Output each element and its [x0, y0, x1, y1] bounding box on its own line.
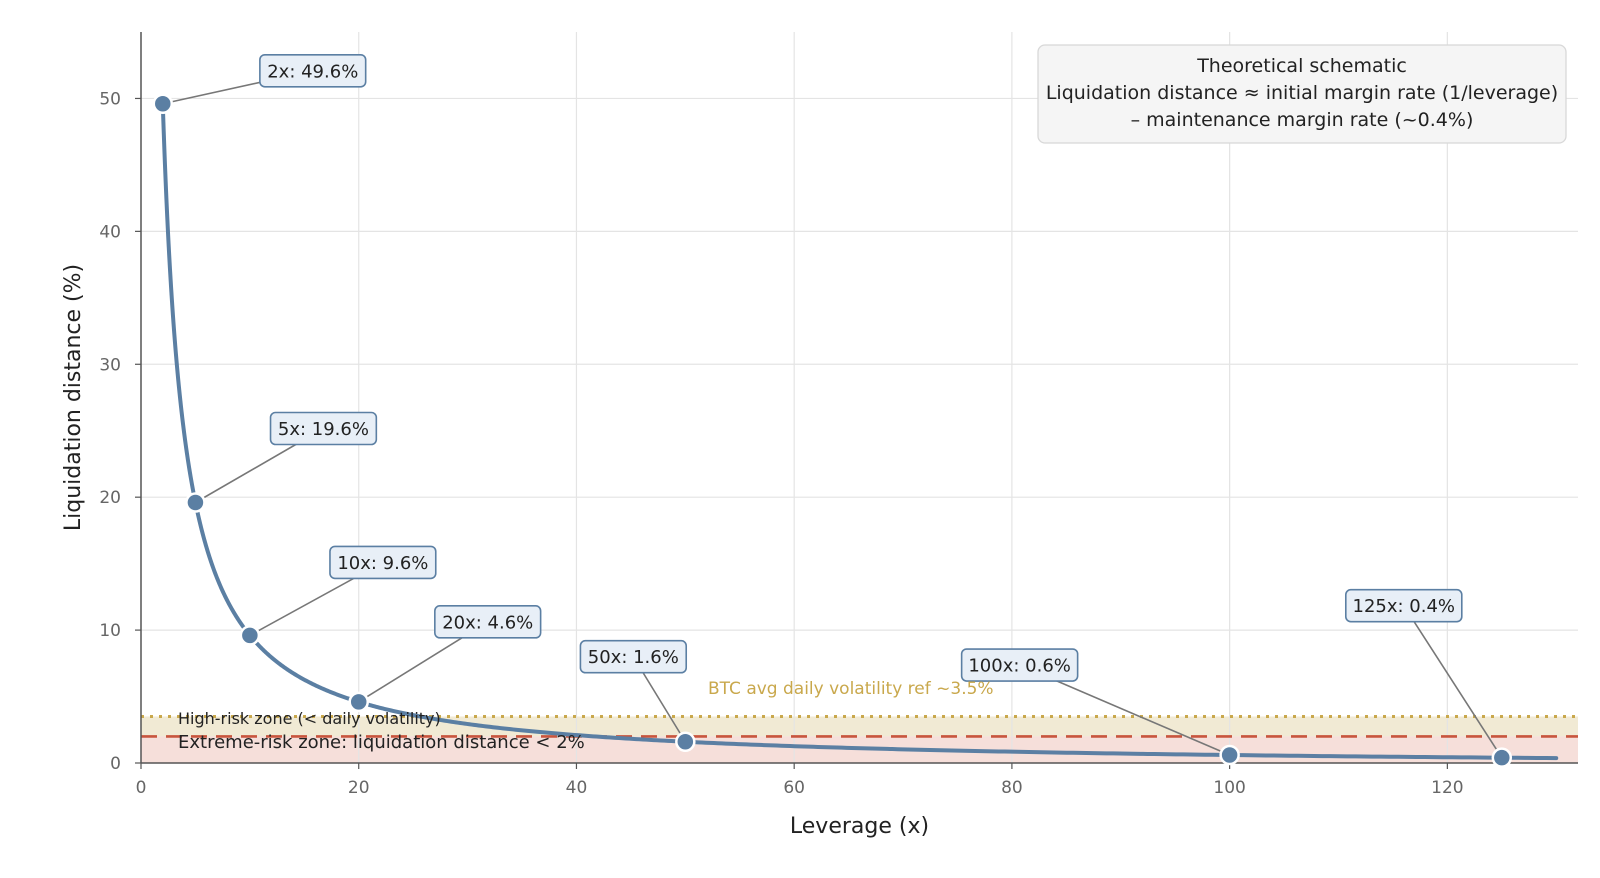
x-tick-label: 0: [136, 778, 147, 798]
note-line: – maintenance margin rate (~0.4%): [1131, 109, 1474, 131]
y-tick-label: 10: [99, 621, 121, 641]
callout-label: 125x: 0.4%: [1353, 596, 1456, 617]
callout-box: [1344, 588, 1463, 623]
x-axis-title: Leverage (x): [790, 814, 929, 839]
callout-box: [269, 411, 378, 446]
data-point: [1491, 747, 1513, 768]
volatility-reference-label: BTC avg daily volatility ref ~3.5%: [708, 679, 994, 699]
callout-label: 50x: 1.6%: [588, 647, 679, 668]
y-tick-label: 20: [99, 488, 121, 508]
data-point: [675, 731, 696, 752]
callout-label: 2x: 49.6%: [267, 61, 358, 82]
x-tick-label: 100: [1213, 778, 1245, 798]
extreme-risk-zone-label: Extreme-risk zone: liquidation distance …: [178, 732, 585, 753]
callout-leader: [1403, 605, 1503, 759]
callout-label: 20x: 4.6%: [442, 612, 533, 633]
y-tick-label: 30: [99, 355, 121, 375]
y-axis-title: Liquidation distance (%): [61, 264, 86, 531]
callout-box: [579, 639, 688, 674]
note-box: [1037, 44, 1567, 144]
y-tick-label: 50: [99, 89, 121, 109]
data-point: [1219, 744, 1240, 766]
high-risk-zone-label: High-risk zone (< daily volatility): [178, 709, 441, 728]
y-tick-label: 40: [99, 222, 121, 242]
data-point: [348, 691, 369, 713]
callout-box: [434, 605, 542, 639]
callout-box: [259, 53, 367, 88]
callout-label: 100x: 0.6%: [968, 656, 1071, 677]
callout-label: 5x: 19.6%: [278, 419, 369, 440]
x-tick-label: 80: [1001, 778, 1023, 798]
x-tick-label: 60: [783, 778, 805, 798]
data-point: [185, 492, 206, 513]
y-tick-label: 0: [110, 754, 121, 774]
callout-box: [960, 648, 1079, 682]
note-line: Liquidation distance ≈ initial margin ra…: [1046, 82, 1558, 104]
x-tick-label: 20: [348, 778, 370, 798]
callout-box: [329, 545, 437, 580]
x-tick-label: 120: [1431, 778, 1463, 798]
x-tick-label: 40: [566, 778, 588, 798]
callout-label: 10x: 9.6%: [337, 553, 428, 574]
liquidation-curve: [160, 101, 1559, 761]
data-point: [152, 93, 174, 115]
note-line: Theoretical schematic: [1196, 55, 1407, 77]
data-point: [239, 625, 261, 646]
risk-zone-0: [141, 716, 1578, 737]
